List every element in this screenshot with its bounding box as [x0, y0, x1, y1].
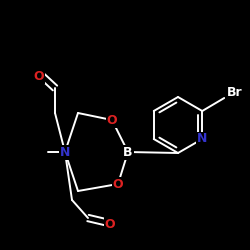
Text: N: N	[60, 146, 70, 158]
Text: O: O	[34, 70, 44, 82]
Text: O: O	[105, 218, 115, 230]
Text: O: O	[113, 178, 123, 190]
Text: Br: Br	[226, 86, 242, 100]
Text: N: N	[197, 132, 207, 145]
Text: O: O	[107, 114, 117, 126]
Text: B: B	[123, 146, 133, 158]
